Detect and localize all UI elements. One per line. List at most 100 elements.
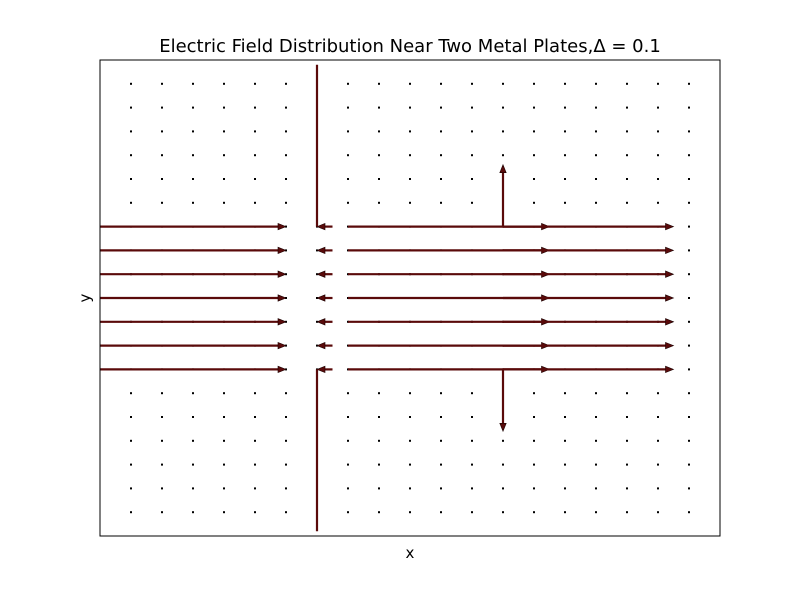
grid-dot <box>378 392 380 395</box>
grid-dot <box>285 201 287 204</box>
grid-dot <box>502 130 504 133</box>
grid-dot <box>223 178 225 180</box>
grid-dot <box>533 511 535 514</box>
grid-dot <box>347 106 349 109</box>
grid-dot <box>471 178 473 180</box>
grid-dot <box>688 106 690 109</box>
field-vector <box>100 270 287 278</box>
grid-dot <box>378 154 380 157</box>
grid-dot <box>440 511 442 514</box>
grid-dot <box>347 463 349 466</box>
grid-dot <box>564 463 566 466</box>
grid-dot <box>595 201 597 204</box>
grid-dot <box>595 106 597 109</box>
grid-dot <box>161 201 163 204</box>
grid-dot <box>688 273 690 276</box>
grid-dot <box>347 82 349 85</box>
grid-dot <box>564 439 566 442</box>
grid-dot <box>657 463 659 466</box>
grid-dot <box>502 154 504 157</box>
grid-dot <box>192 178 194 180</box>
grid-dot <box>688 439 690 442</box>
vector-head <box>499 422 507 433</box>
grid-dot <box>688 249 690 252</box>
grid-dot <box>378 130 380 133</box>
grid-dot <box>378 487 380 490</box>
grid-dot <box>626 82 628 85</box>
grid-dot <box>130 392 132 395</box>
grid-dot <box>347 487 349 490</box>
grid-dot <box>409 82 411 85</box>
grid-dot <box>254 487 256 490</box>
grid-dot <box>533 487 535 490</box>
grid-dot <box>595 392 597 395</box>
grid-dot <box>626 106 628 109</box>
vector-head <box>665 365 675 374</box>
vector-head <box>316 294 326 302</box>
grid-dot <box>285 130 287 133</box>
grid-dot <box>254 416 256 418</box>
grid-dot <box>688 154 690 157</box>
grid-dot <box>440 178 442 180</box>
grid-dot <box>471 82 473 85</box>
grid-dot <box>285 439 287 442</box>
grid-dot <box>595 511 597 514</box>
grid-dot <box>688 416 690 418</box>
grid-dot <box>564 178 566 180</box>
grid-dot <box>533 82 535 85</box>
vector-head <box>277 270 287 278</box>
grid-dot <box>192 154 194 157</box>
plot-frame <box>99 59 721 537</box>
grid-dot <box>564 416 566 418</box>
field-vector <box>100 341 287 350</box>
grid-dot <box>626 487 628 490</box>
vector-head <box>277 318 287 326</box>
vector-head <box>665 270 675 278</box>
grid-dot <box>533 130 535 133</box>
grid-dot <box>595 178 597 180</box>
vector-head <box>665 318 675 326</box>
grid-dot <box>161 154 163 157</box>
grid-dot <box>409 511 411 514</box>
grid-dot <box>378 178 380 180</box>
grid-dot <box>533 392 535 395</box>
grid-dot <box>688 344 690 347</box>
grid-dot <box>471 392 473 395</box>
grid-dot <box>626 416 628 418</box>
grid-dot <box>161 416 163 418</box>
grid-dot <box>409 487 411 490</box>
grid-dot <box>471 439 473 442</box>
grid-dot <box>440 439 442 442</box>
grid-dot <box>657 392 659 395</box>
field-vector <box>503 365 675 374</box>
grid-dot <box>626 439 628 442</box>
grid-dot <box>223 487 225 490</box>
grid-dot <box>223 392 225 395</box>
grid-dot <box>130 511 132 514</box>
vector-head <box>499 163 507 174</box>
grid-dot <box>223 130 225 133</box>
grid-dot <box>285 178 287 180</box>
grid-dot <box>409 106 411 109</box>
grid-dot <box>285 463 287 466</box>
grid-dot <box>409 130 411 133</box>
vector-head <box>277 341 287 350</box>
grid-dot <box>130 201 132 204</box>
grid-dot <box>564 130 566 133</box>
vector-head <box>316 365 326 374</box>
grid-dot <box>595 82 597 85</box>
field-vector <box>499 163 507 227</box>
grid-dot <box>626 392 628 395</box>
grid-dot <box>223 439 225 442</box>
grid-dot <box>595 416 597 418</box>
grid-dot <box>440 201 442 204</box>
grid-dot <box>688 130 690 133</box>
grid-dot <box>223 416 225 418</box>
grid-dot <box>192 463 194 466</box>
grid-dot <box>626 130 628 133</box>
grid-dot <box>409 178 411 180</box>
grid-dot <box>378 201 380 204</box>
chart-title: Electric Field Distribution Near Two Met… <box>159 36 661 57</box>
field-vector <box>503 318 675 326</box>
grid-dot <box>409 392 411 395</box>
